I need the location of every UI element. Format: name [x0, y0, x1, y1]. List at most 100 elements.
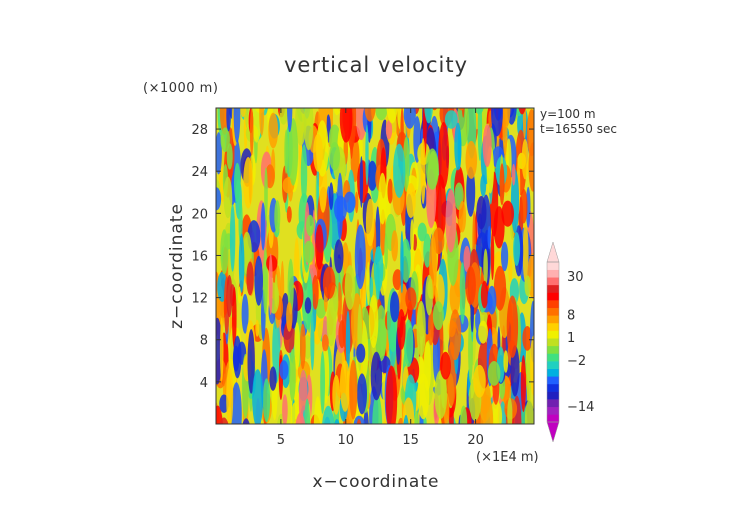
colorbar-frame — [546, 261, 560, 423]
field-streak — [289, 349, 296, 402]
field-streak — [440, 351, 451, 380]
field-streak — [347, 86, 354, 103]
field-streak — [426, 429, 431, 445]
field-streak — [375, 318, 387, 362]
field-streak — [247, 329, 255, 394]
field-streak — [263, 429, 271, 447]
x-tick-label: 20 — [467, 433, 484, 448]
field-streak — [506, 295, 519, 358]
field-streak — [268, 112, 279, 149]
field-streak — [390, 291, 400, 323]
field-streak — [337, 108, 342, 112]
field-streak — [223, 176, 233, 219]
field-streak — [303, 108, 314, 151]
field-streak — [238, 233, 245, 293]
field-streak — [287, 108, 293, 133]
field-streak — [295, 412, 306, 424]
field-streak — [283, 319, 296, 353]
field-streak — [465, 266, 476, 305]
field-streak — [315, 298, 327, 319]
colorbar-swatch — [547, 277, 559, 286]
field-streak — [482, 124, 492, 168]
field-streak — [313, 396, 322, 424]
colorbar-swatch — [547, 391, 559, 400]
field-streak — [229, 204, 236, 272]
colorbar-tick-label: 1 — [567, 331, 575, 346]
colorbar — [546, 241, 560, 443]
colorbar-tick-label: 8 — [567, 308, 575, 323]
field-streak — [343, 191, 356, 213]
field-streak — [507, 70, 511, 107]
field-streak — [477, 108, 483, 161]
field-streak — [260, 428, 270, 457]
field-streak — [332, 374, 341, 415]
field-streak — [526, 343, 532, 410]
y-tick-label: 16 — [191, 249, 208, 264]
field-streak — [294, 322, 300, 370]
colorbar-swatch — [547, 368, 559, 377]
field-streak — [353, 415, 365, 424]
field-streak — [474, 108, 484, 115]
field-streak — [242, 418, 250, 424]
field-streak — [237, 286, 242, 304]
y-unit-label: (×1000 m) — [143, 81, 218, 96]
field-streak — [322, 334, 329, 352]
field-streak — [262, 248, 268, 315]
field-streak — [251, 108, 262, 143]
field-streak — [364, 108, 376, 122]
field-streak — [269, 366, 277, 391]
field-streak — [369, 276, 374, 298]
field-streak — [282, 394, 288, 424]
field-streak — [403, 414, 409, 424]
field-streak — [414, 410, 419, 424]
field-streak — [385, 120, 393, 140]
field-streak — [259, 108, 265, 136]
field-streak — [279, 108, 288, 125]
field-streak — [460, 83, 470, 102]
field-streak — [306, 214, 315, 237]
field-streak — [219, 317, 224, 382]
field-streak — [432, 301, 444, 331]
field-streak — [354, 224, 366, 290]
field-streak — [295, 108, 307, 146]
x-tick-label: 15 — [402, 433, 419, 448]
field-streak — [428, 308, 434, 346]
field-streak — [438, 121, 450, 189]
field-streak — [493, 265, 507, 311]
field-streak — [393, 143, 406, 198]
field-streak — [374, 429, 383, 445]
field-streak — [365, 124, 369, 186]
field-streak — [219, 417, 229, 424]
field-streak — [499, 163, 505, 206]
field-streak — [303, 240, 315, 264]
field-streak — [425, 148, 439, 190]
field-streak — [315, 224, 324, 270]
field-streak — [446, 418, 450, 424]
field-streak — [522, 326, 533, 351]
field-streak — [292, 421, 299, 424]
field-streak — [329, 142, 341, 171]
field-streak — [232, 286, 237, 349]
field-streak — [387, 178, 393, 204]
field-streak — [508, 255, 513, 283]
field-streak — [291, 419, 300, 424]
field-streak — [460, 405, 468, 424]
heatmap-field — [216, 70, 534, 457]
colorbar-swatch — [547, 406, 559, 415]
colorbar-tick-label: −14 — [567, 400, 594, 415]
field-streak — [465, 140, 478, 179]
colorbar-swatch — [547, 353, 559, 362]
colorbar-min-arrow — [546, 421, 560, 443]
colorbar-swatch — [547, 322, 559, 331]
field-streak — [322, 405, 335, 424]
field-streak — [384, 233, 388, 270]
field-streak — [234, 162, 241, 203]
colorbar-swatch — [547, 376, 559, 385]
field-streak — [233, 335, 242, 379]
field-streak — [417, 222, 427, 242]
field-streak — [444, 110, 458, 129]
field-streak — [506, 432, 515, 451]
field-streak — [249, 108, 254, 156]
colorbar-tick-label: −2 — [567, 354, 586, 369]
field-streak — [313, 133, 323, 172]
